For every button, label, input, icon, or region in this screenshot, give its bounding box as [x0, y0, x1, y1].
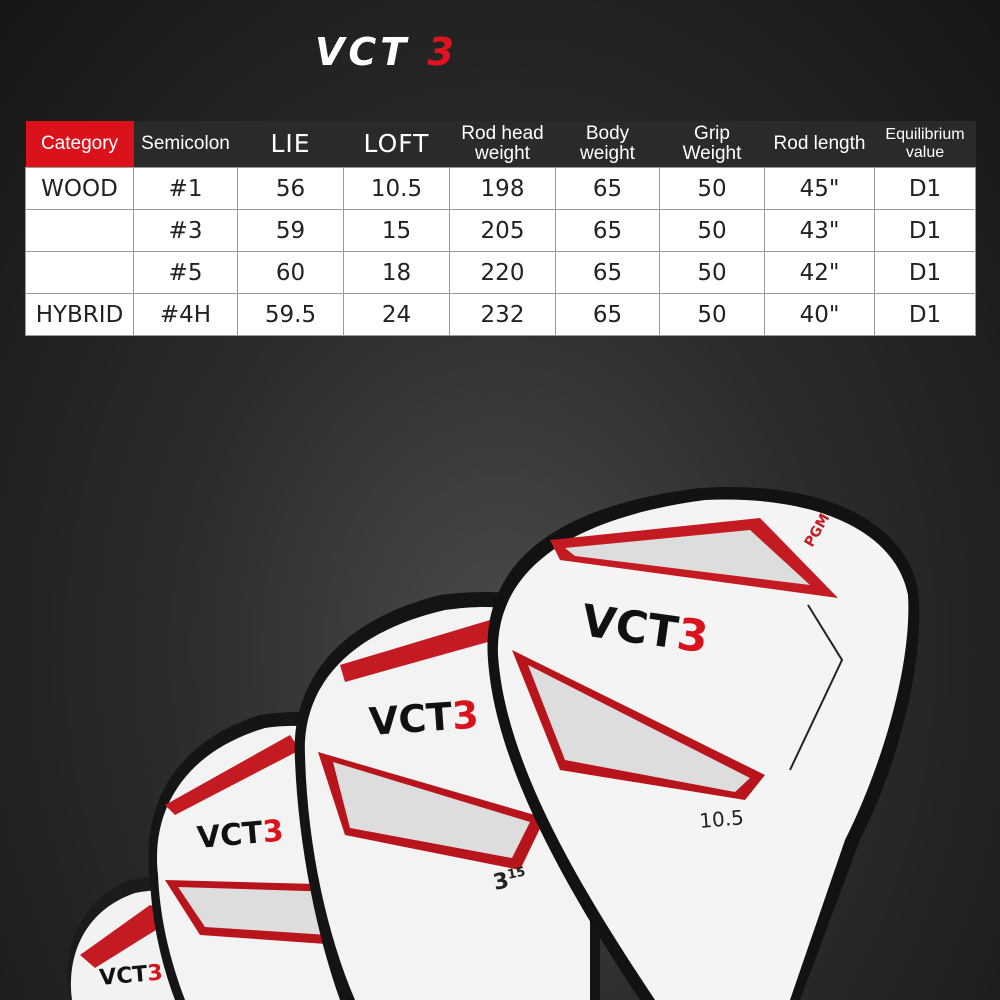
table-header-row: Category Semicolon LIE LOFT Rod head wei… — [25, 121, 976, 168]
club-head-3-wood: VCT3 315 — [294, 592, 600, 1000]
header-rod-head-weight: Rod head weight — [449, 121, 556, 168]
table-cell: D1 — [874, 167, 976, 210]
header-grip-weight: Grip Weight — [659, 121, 765, 168]
svg-text:315: 315 — [491, 864, 529, 895]
table-cell: 205 — [449, 209, 556, 252]
table-cell: HYBRID — [25, 293, 134, 336]
logo-number: 3 — [427, 30, 458, 74]
header-category: Category — [25, 121, 134, 168]
table-cell: D1 — [874, 251, 976, 294]
table-cell: 43" — [764, 209, 875, 252]
hybrid-logo: VCT — [98, 962, 148, 991]
table-cell: 59 — [237, 209, 344, 252]
table-cell: 45" — [764, 167, 875, 210]
header-equilibrium-value: Equilibrium value — [874, 121, 976, 168]
table-cell: 24 — [343, 293, 450, 336]
brand-logo: VCT 3 — [315, 30, 458, 74]
header-body-weight: Body weight — [555, 121, 660, 168]
3-wood-label: 3 — [491, 868, 511, 896]
table-cell — [25, 251, 134, 294]
table-cell: 60 — [237, 251, 344, 294]
table-cell: D1 — [874, 209, 976, 252]
table-cell: D1 — [874, 293, 976, 336]
table-cell: 198 — [449, 167, 556, 210]
header-loft: LOFT — [343, 121, 450, 168]
svg-text:VCT3: VCT3 — [368, 692, 480, 744]
table-cell: #1 — [133, 167, 238, 210]
svg-text:VCT3: VCT3 — [98, 961, 163, 991]
club-head-driver: PGM VCT3 10.5 — [487, 486, 920, 1000]
5-wood-logo: VCT — [196, 815, 265, 856]
table-cell — [25, 209, 134, 252]
table-cell: 220 — [449, 251, 556, 294]
table-cell: 59.5 — [237, 293, 344, 336]
table-cell: 50 — [659, 251, 765, 294]
spec-table: Category Semicolon LIE LOFT Rod head wei… — [25, 121, 976, 336]
header-semicolon: Semicolon — [133, 121, 238, 168]
table-cell: 40" — [764, 293, 875, 336]
table-cell: 50 — [659, 293, 765, 336]
header-rod-length: Rod length — [764, 121, 875, 168]
table-cell: #4H — [133, 293, 238, 336]
table-cell: 65 — [555, 209, 660, 252]
table-cell: 65 — [555, 167, 660, 210]
table-cell: WOOD — [25, 167, 134, 210]
table-cell: 18 — [343, 251, 450, 294]
driver-loft-label: 10.5 — [698, 805, 744, 833]
svg-text:VCT3: VCT3 — [196, 814, 285, 856]
logo-text: VCT — [315, 30, 411, 74]
header-lie: LIE — [237, 121, 344, 168]
table-cell: 42" — [764, 251, 875, 294]
table-cell: 65 — [555, 251, 660, 294]
3-wood-logo: VCT — [368, 694, 454, 744]
table-row: #3 59 15 205 65 50 43" D1 — [25, 209, 976, 252]
table-cell: 232 — [449, 293, 556, 336]
table-cell: 65 — [555, 293, 660, 336]
table-cell: 56 — [237, 167, 344, 210]
table-row: HYBRID #4H 59.5 24 232 65 50 40" D1 — [25, 293, 976, 336]
table-row: #5 60 18 220 65 50 42" D1 — [25, 251, 976, 294]
table-cell: 10.5 — [343, 167, 450, 210]
